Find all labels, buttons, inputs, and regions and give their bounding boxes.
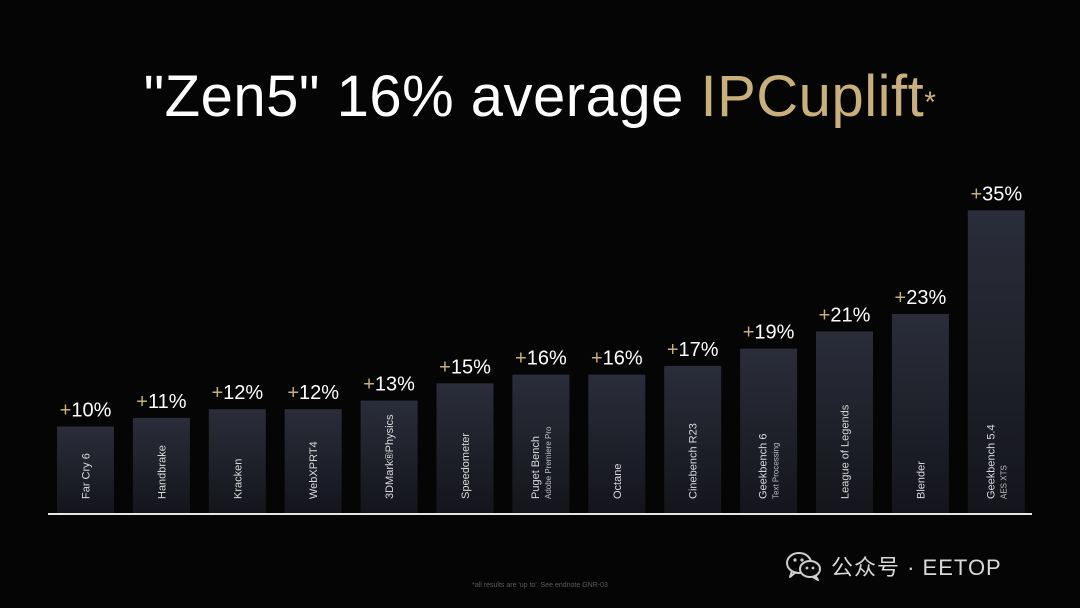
category-label-text: Cinebench R23 <box>688 423 700 499</box>
bar <box>891 314 949 513</box>
bar <box>664 365 722 513</box>
category-label: Octane <box>612 464 624 499</box>
bar <box>816 331 873 514</box>
data-label: +16% <box>515 348 567 370</box>
category-sublabel-text: Adobe Premiere Pro <box>544 426 553 499</box>
title-accent-text: IPCuplift <box>700 64 925 129</box>
data-label: +19% <box>743 322 795 344</box>
bar <box>132 417 190 514</box>
category-label: Kracken <box>232 459 244 499</box>
category-sublabel-text: AES XTS <box>999 465 1008 499</box>
category-label-text: Puget Bench <box>530 436 542 499</box>
bar <box>284 409 342 513</box>
data-label: +35% <box>970 183 1022 205</box>
category-label: Far Cry 6 <box>81 453 93 499</box>
category-label-text: WebXPRT4 <box>308 441 320 499</box>
bars-layer <box>57 210 1025 514</box>
value-labels-layer: +10% +11% +12% +12% +13% +15% +16% +16% +17% +19%… <box>60 183 1023 421</box>
bar <box>57 426 114 513</box>
bar <box>512 374 570 513</box>
data-label: +11% <box>136 391 186 413</box>
category-label-text: Handbrake <box>156 445 168 499</box>
category-label-text: Kracken <box>232 459 244 499</box>
category-label: Puget Bench Adobe Premiere Pro <box>530 426 553 499</box>
data-label: +16% <box>591 348 643 370</box>
category-label: Geekbench 6 Text Processing <box>758 434 781 499</box>
category-label: Geekbench 5.4 AES XTS <box>985 424 1008 499</box>
category-label: Speedometer <box>460 433 472 499</box>
bar <box>588 374 646 513</box>
category-label: 3DMark®Physics <box>384 414 396 499</box>
bar <box>360 400 418 514</box>
data-label: +15% <box>439 356 491 378</box>
category-label-text: Speedometer <box>460 433 472 499</box>
data-label: +13% <box>363 374 415 396</box>
wechat-icon <box>786 552 821 581</box>
category-label-text: 3DMark®Physics <box>384 414 396 499</box>
slide-title: "Zen5" 16% average IPCuplift* <box>0 62 1080 132</box>
data-label: +21% <box>819 304 871 326</box>
category-label-text: League of Legends <box>840 404 852 499</box>
data-label: +23% <box>895 287 947 309</box>
bar <box>208 409 266 513</box>
title-asterisk: * <box>924 86 937 119</box>
category-label-text: Geekbench 5.4 <box>985 424 997 499</box>
title-main-text: "Zen5" 16% average <box>143 64 701 129</box>
category-label-text: Octane <box>612 464 624 499</box>
category-label: WebXPRT4 <box>308 441 320 499</box>
data-label: +10% <box>60 400 112 422</box>
bar <box>740 348 798 513</box>
data-label: +17% <box>667 339 719 361</box>
category-label: Blender <box>915 461 927 499</box>
category-label: League of Legends <box>840 404 852 499</box>
category-label-text: Blender <box>915 461 927 499</box>
watermark-text: 公众号 · EETOP <box>831 555 1002 580</box>
bar <box>967 210 1025 514</box>
footnote: *all results are 'up to'. See endnote GN… <box>472 582 608 589</box>
category-labels-layer: Far Cry 6 Handbrake Kracken WebXPRT4 3DMark®… <box>81 404 1009 499</box>
data-label: +12% <box>287 382 339 404</box>
category-label: Cinebench R23 <box>688 423 700 499</box>
category-label: Handbrake <box>156 445 168 499</box>
category-sublabel-text: Text Processing <box>772 443 781 499</box>
bar <box>436 383 494 514</box>
watermark: 公众号 · EETOP <box>785 551 1002 581</box>
category-label-text: Far Cry 6 <box>81 453 93 499</box>
category-label-text: Geekbench 6 <box>758 434 770 499</box>
data-label: +12% <box>211 382 263 404</box>
